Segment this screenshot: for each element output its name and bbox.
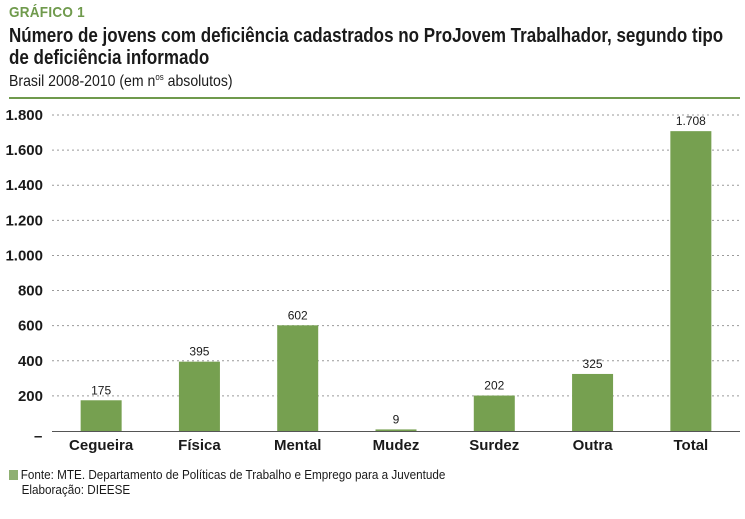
y-tick-label: 1.600	[5, 142, 43, 159]
bar	[178, 361, 220, 431]
data-label: 175	[91, 383, 111, 397]
bar-chart: 200 400 600 800 1.000 1.200 1.400 1.600 1.800 – 17…	[5, 107, 740, 454]
y-tick-label: 1.800	[5, 107, 43, 124]
data-label: 602	[288, 308, 308, 322]
data-label: 1.708	[676, 114, 706, 128]
y-tick-label: 400	[18, 353, 43, 370]
subtitle-superscript: os	[155, 72, 164, 82]
bar	[80, 400, 122, 431]
header-divider	[9, 97, 740, 99]
bar	[473, 395, 515, 431]
legend-swatch	[9, 470, 18, 480]
y-tick-label: 1.400	[5, 177, 43, 194]
credit-note: Elaboração: DIEESE	[21, 482, 131, 497]
source-text: Fonte: MTE. Departamento de Políticas de…	[20, 467, 446, 482]
x-tick-label: Mudez	[373, 437, 420, 454]
subtitle-text-end: absolutos)	[163, 73, 233, 90]
chart-title: Número de jovens com deficiência cadastr…	[9, 25, 724, 69]
figure-label: GRÁFICO 1	[9, 4, 85, 21]
x-tick-label: Outra	[573, 437, 614, 454]
y-zero-label: –	[34, 428, 42, 445]
chart-subtitle: Brasil 2008-2010 (em nos absolutos)	[9, 72, 233, 91]
y-tick-label: 800	[18, 283, 43, 300]
bar	[670, 131, 712, 431]
x-tick-label: Mental	[274, 437, 322, 454]
data-label: 325	[583, 357, 603, 371]
y-tick-label: 600	[18, 318, 43, 335]
bar	[572, 373, 614, 431]
x-tick-label: Total	[673, 437, 708, 454]
bar	[375, 429, 417, 431]
x-tick-label: Cegueira	[69, 437, 134, 454]
chart-footer: Fonte: MTE. Departamento de Políticas de…	[9, 467, 445, 497]
subtitle-text: Brasil 2008-2010 (em n	[9, 73, 156, 90]
x-tick-label: Surdez	[469, 437, 519, 454]
data-label: 9	[393, 412, 400, 426]
data-label: 202	[484, 379, 504, 393]
y-tick-label: 1.200	[5, 212, 43, 229]
bar	[277, 325, 319, 431]
source-note: Fonte: MTE. Departamento de Políticas de…	[9, 467, 445, 482]
x-tick-label: Física	[178, 437, 221, 454]
y-tick-label: 200	[18, 388, 43, 405]
y-tick-label: 1.000	[5, 247, 43, 264]
data-label: 395	[189, 345, 209, 359]
